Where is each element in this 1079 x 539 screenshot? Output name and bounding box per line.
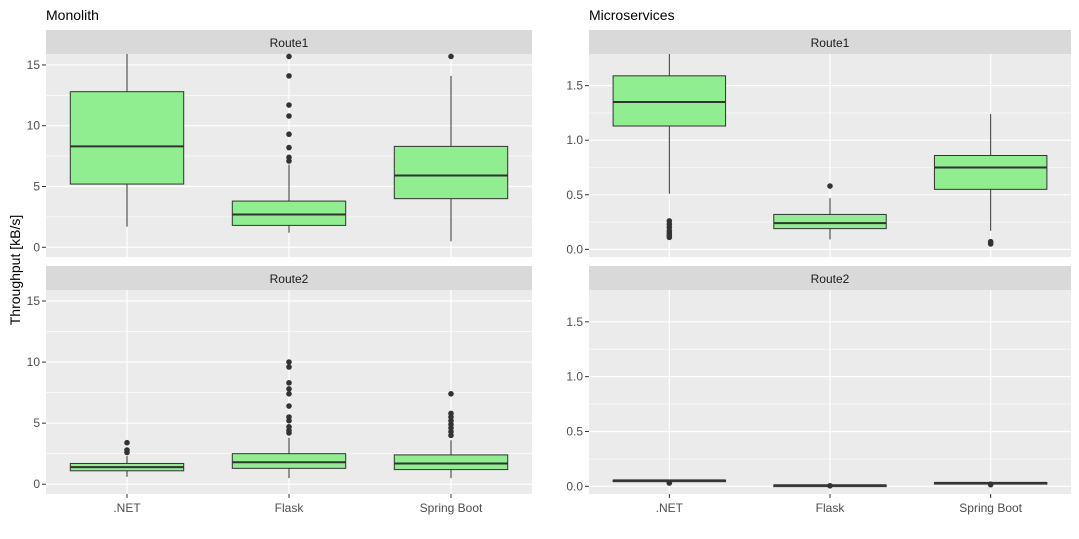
y-tick-label: 0 [33,240,40,254]
chart-monolith: Monolith Route1 0 5 10 15 Route2 0 5 10 15 .NET Flas… [27,7,532,515]
boxplot-net [612,479,727,486]
facet-strip-label: Route1 [270,36,309,50]
facet-strip [46,30,532,54]
outlier-point [827,183,833,189]
boxplot-spring-boot [393,53,509,242]
outlier-point [286,154,292,161]
boxplot-net [69,439,185,477]
iqr-box [393,454,509,471]
outlier-point [286,391,292,397]
y-tick-label: 15 [27,294,41,308]
facet-route2: Route2 0.0 0.5 1.0 1.5 .NET Flask Spring Boot [566,266,1071,515]
y-tick-label: 10 [27,119,41,133]
iqr-box [773,213,887,230]
boxplot-spring-boot [933,481,1048,488]
facet-strip-label: Route2 [270,272,309,286]
boxplot-flask [773,183,887,240]
x-tick-label: .NET [113,501,141,515]
y-tick-label: 0.5 [566,424,583,438]
iqr-box [231,453,347,469]
y-tick-label: 5 [33,416,40,430]
outlier-point [286,403,292,409]
outlier-point [987,238,994,245]
boxplot-net [612,54,727,241]
y-tick-label: 1.0 [566,370,583,384]
outlier-point [286,113,292,119]
outlier-point [286,131,292,138]
iqr-box [69,91,185,185]
outlier-point [286,73,292,79]
y-tick-label: 1.0 [566,133,583,147]
outlier-point [666,479,673,486]
outlier-point [286,380,292,386]
y-tick-label: 5 [33,179,40,193]
chart-title: Microservices [589,7,675,23]
outlier-point [286,102,292,108]
facet-strip-label: Route2 [811,272,850,286]
facet-strip [589,30,1071,54]
iqr-box [612,75,727,127]
y-tick-label: 0 [33,477,40,491]
outlier-point [827,482,833,489]
outlier-point [666,218,673,224]
chart-microservices: Microservices Route1 0.0 0.5 1.0 1.5 Route2 0.0… [566,7,1071,515]
outlier-point [448,391,454,397]
outlier-point [124,447,130,453]
y-tick-label: 1.5 [566,315,583,329]
x-tick-label: Flask [275,501,305,515]
x-tick-label: Spring Boot [959,501,1022,515]
x-tick-label: Spring Boot [420,501,483,515]
y-tick-label: 0.0 [566,479,583,493]
facet-strip [46,266,532,290]
outlier-point [448,53,454,60]
y-tick-label: 0.0 [566,242,583,256]
y-tick-label: 1.5 [566,79,583,93]
iqr-box [393,145,509,200]
facet-strip-label: Route1 [811,36,850,50]
boxplot-spring-boot [393,391,509,479]
x-tick-label: Flask [816,501,846,515]
boxplot-net [69,54,185,227]
x-tick-label: .NET [656,501,684,515]
y-tick-label: 0.5 [566,188,583,202]
y-tick-label: 15 [27,58,41,72]
outlier-point [448,410,454,417]
outlier-point [286,424,292,430]
facet-route2: Route2 0 5 10 15 .NET Flask Spring Boot [27,266,532,515]
facet-route1: Route1 0.0 0.5 1.0 1.5 [566,30,1071,257]
boxplot-flask [773,482,887,489]
iqr-box [933,155,1048,190]
iqr-box [231,200,347,226]
boxplot-spring-boot [933,114,1048,247]
outlier-point [286,53,292,60]
facet-strip [589,266,1071,290]
outlier-point [286,359,292,365]
boxplot-flask [231,359,347,479]
chart-title: Monolith [46,7,99,23]
y-axis-label: Throughput [kB/s] [7,215,23,326]
outlier-point [286,386,292,392]
outlier-point [286,414,292,420]
outlier-point [286,364,292,370]
outlier-point [286,144,292,151]
outlier-point [124,439,130,446]
y-tick-label: 10 [27,355,41,369]
facet-route1: Route1 0 5 10 15 [27,30,532,257]
outlier-point [987,481,994,487]
boxplot-flask [231,53,347,233]
